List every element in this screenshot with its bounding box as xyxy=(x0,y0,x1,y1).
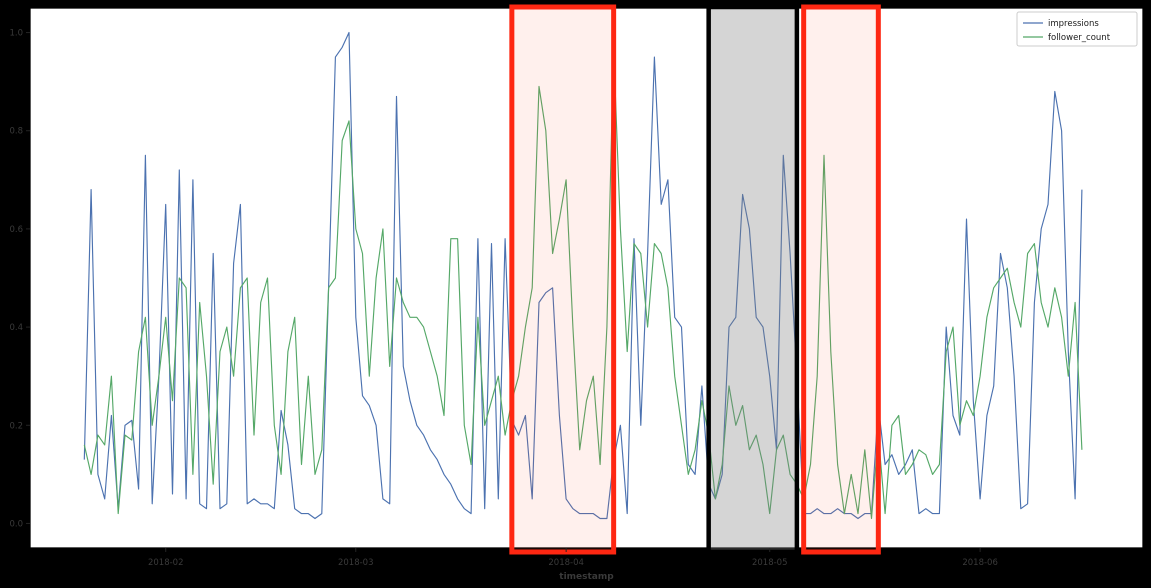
highlight-region-red-box-2 xyxy=(801,4,881,555)
highlight-region-red-box-1 xyxy=(509,4,617,555)
highlight-region-black-box xyxy=(706,4,800,555)
plot-area xyxy=(29,7,1144,549)
series-line-impressions xyxy=(83,31,1083,520)
x-tick-label: 2018-02 xyxy=(148,558,184,568)
x-tick-label: 2018-05 xyxy=(752,558,788,568)
y-tick-label: 0.8 xyxy=(9,127,23,137)
y-tick-label: 0.4 xyxy=(9,323,23,333)
x-tick-label: 2018-03 xyxy=(338,558,374,568)
legend-box xyxy=(1016,11,1138,47)
y-tick-label: 0.6 xyxy=(9,225,23,235)
y-tick-label: 0.2 xyxy=(9,421,23,431)
x-tick-label: 2018-06 xyxy=(962,558,998,568)
x-axis-label: timestamp xyxy=(559,572,614,582)
y-tick-label: 1.0 xyxy=(9,29,23,39)
series-line-follower_count xyxy=(83,46,1083,520)
legend-label-follower_count: follower_count xyxy=(1048,33,1111,43)
y-tick-label: 0.0 xyxy=(9,519,23,529)
legend-label-impressions: impressions xyxy=(1048,19,1099,29)
x-tick-label: 2018-04 xyxy=(548,558,584,568)
